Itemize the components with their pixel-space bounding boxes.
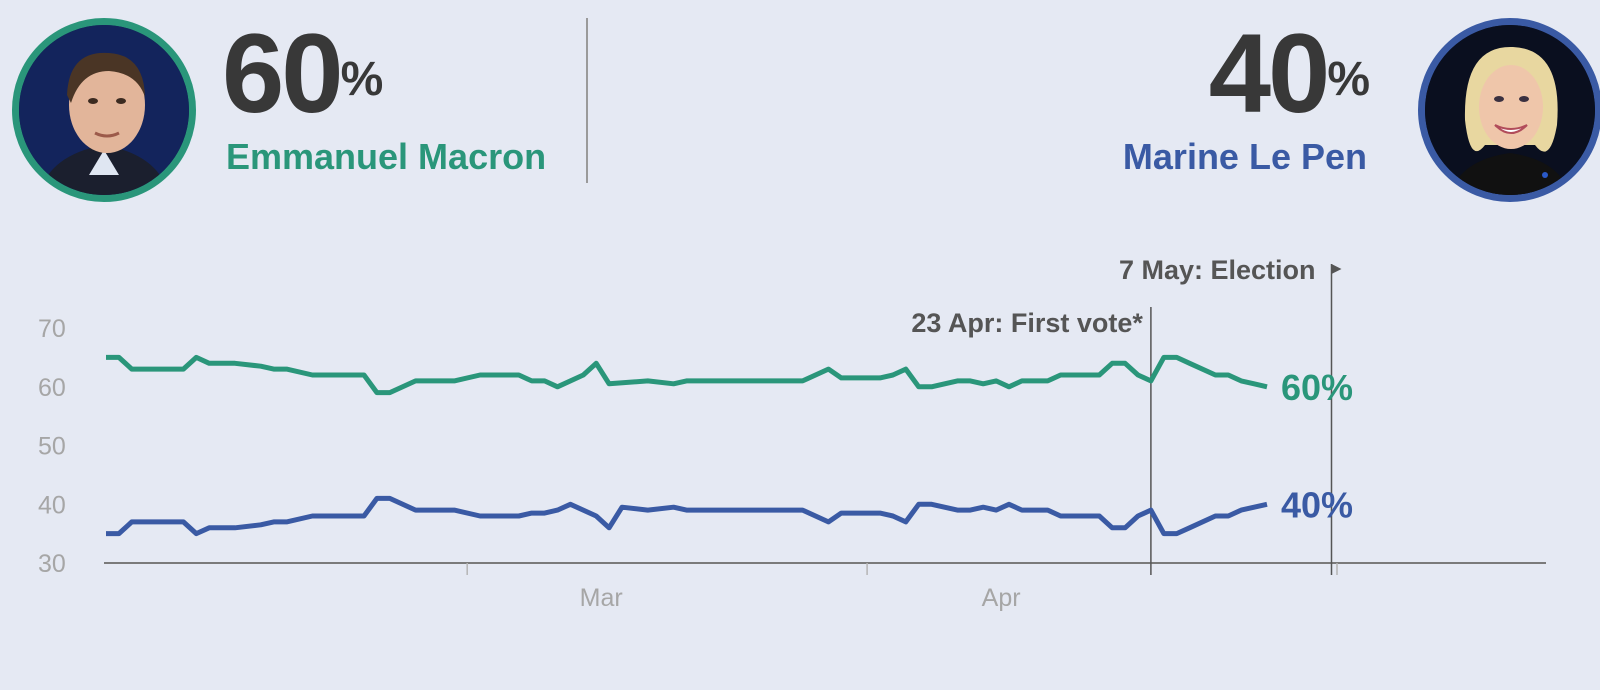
macron-avatar [12, 18, 196, 202]
macron-pct-value: 60 [222, 11, 344, 136]
y-tick-label: 70 [38, 315, 66, 343]
x-tick-label: Mar [580, 584, 623, 612]
lepen-name: Marine Le Pen [1122, 136, 1367, 177]
macron-pct-sign: % [340, 53, 384, 106]
macron-end-label: 60% [1281, 367, 1353, 408]
y-tick-label: 40 [38, 491, 66, 519]
y-tick-label: 60 [38, 374, 66, 402]
y-tick-label: 30 [38, 550, 66, 578]
header-divider [586, 18, 588, 183]
macron-portrait-icon [19, 25, 189, 195]
lepen-end-label: 40% [1281, 484, 1353, 525]
macron-name: Emmanuel Macron [226, 136, 547, 177]
lepen-avatar [1418, 18, 1600, 202]
annotation-label: 7 May: Election [1119, 255, 1316, 285]
polling-line-chart: 70 60 50 40 30 Mar Apr 23 Apr: First vote* 7 May… [38, 255, 1546, 612]
lepen-pct-value: 40 [1208, 11, 1331, 136]
macron-series-line [106, 354, 1268, 396]
annotation-label: 23 Apr: First vote* [911, 308, 1143, 338]
lepen-pct-sign: % [1327, 53, 1370, 106]
lepen-series-line [106, 495, 1268, 537]
lepen-pct: 40% [1209, 18, 1370, 130]
lepen-portrait-icon [1425, 25, 1595, 195]
y-tick-label: 50 [38, 433, 66, 461]
flag-icon [1331, 264, 1342, 274]
x-tick-label: Apr [982, 584, 1021, 612]
macron-pct: 60% [222, 18, 383, 130]
